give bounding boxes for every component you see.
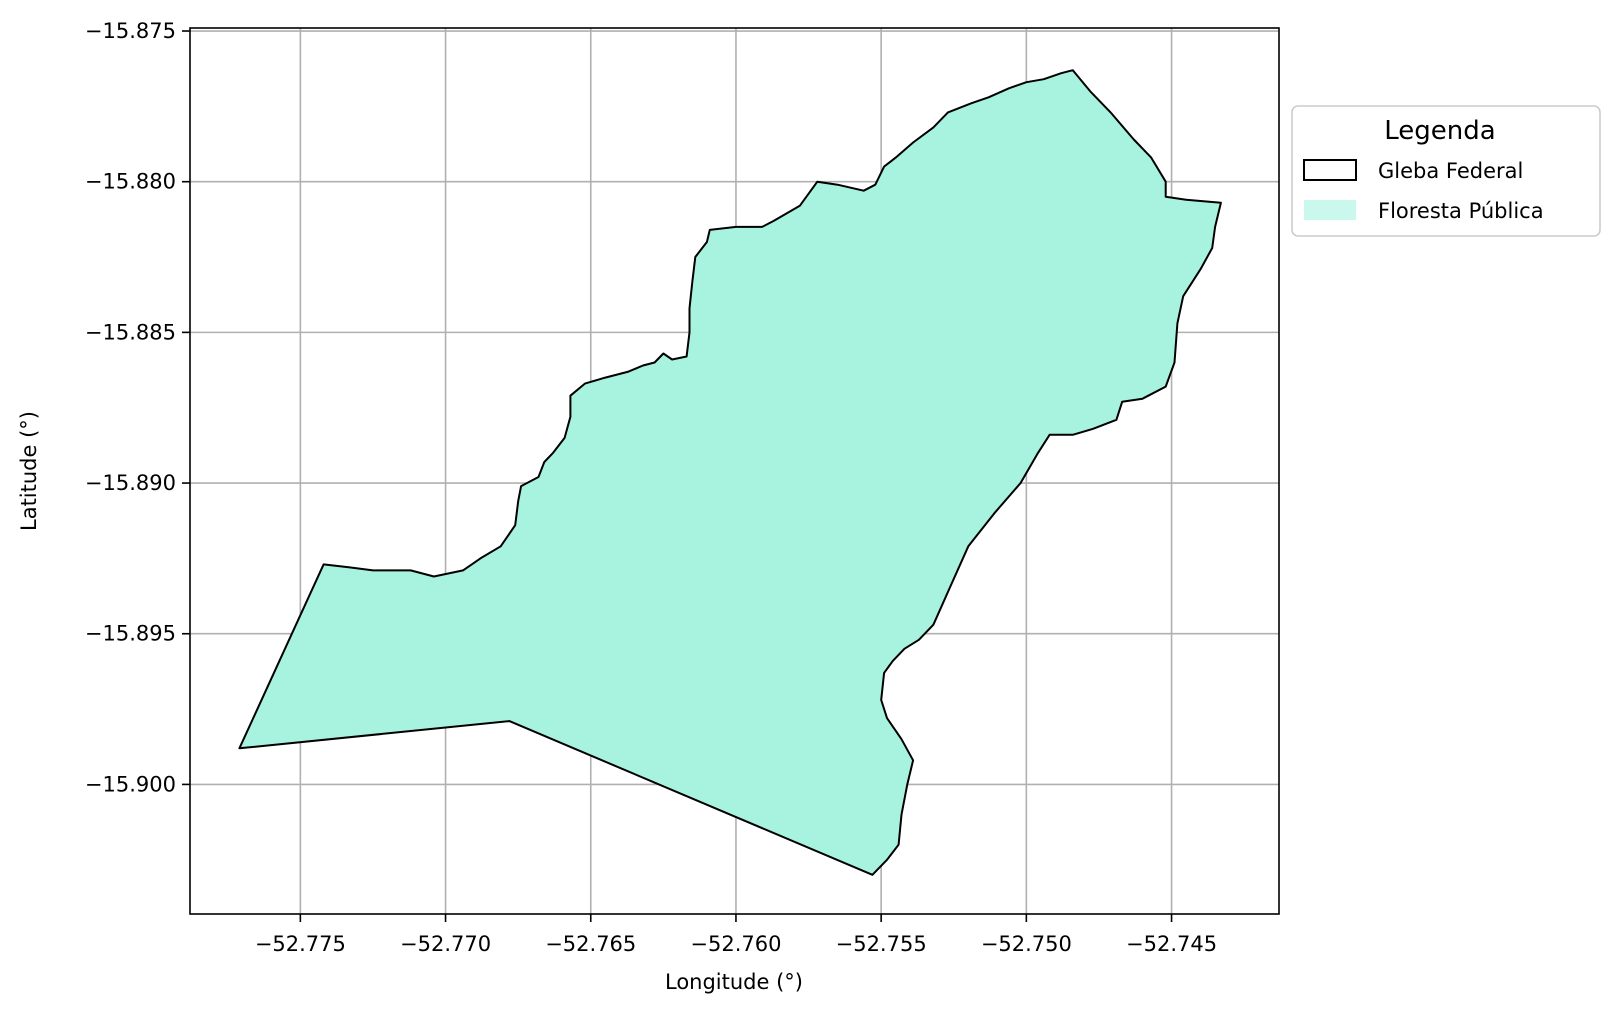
y-axis-label: Latitude (°) <box>17 411 41 531</box>
legend-title: Legenda <box>1384 116 1495 146</box>
x-tick-label: −52.745 <box>1126 932 1217 956</box>
floresta-publica-polygon <box>238 69 1222 876</box>
legend: Legenda Gleba Federal Floresta Pública <box>1291 105 1601 237</box>
legend-frame <box>1291 105 1601 237</box>
y-tick-label: −15.875 <box>85 19 176 43</box>
plot-frame <box>189 27 1280 915</box>
x-axis-label: Longitude (°) <box>665 970 803 994</box>
y-tick-label: −15.900 <box>85 772 176 796</box>
y-tick-label: −15.880 <box>85 170 176 194</box>
x-axis-ticks: −52.775 −52.770 −52.765 −52.760 −52.755 −52.7… <box>255 914 1217 956</box>
legend-swatch-gleba-federal <box>1303 159 1357 181</box>
legend-label-gleba-federal: Gleba Federal <box>1378 159 1523 183</box>
x-tick-label: −52.765 <box>545 932 636 956</box>
map-layers <box>238 69 1222 876</box>
legend-swatch-floresta-publica <box>1304 200 1356 220</box>
y-tick-label: −15.890 <box>85 471 176 495</box>
y-tick-label: −15.885 <box>85 320 176 344</box>
x-tick-label: −52.755 <box>836 932 927 956</box>
x-tick-label: −52.750 <box>981 932 1072 956</box>
x-tick-label: −52.775 <box>255 932 346 956</box>
y-axis-ticks: −15.875 −15.880 −15.885 −15.890 −15.895 −15.9… <box>85 19 190 796</box>
x-tick-label: −52.760 <box>690 932 781 956</box>
x-tick-label: −52.770 <box>400 932 491 956</box>
y-tick-label: −15.895 <box>85 622 176 646</box>
legend-label-floresta-publica: Floresta Pública <box>1378 199 1544 223</box>
